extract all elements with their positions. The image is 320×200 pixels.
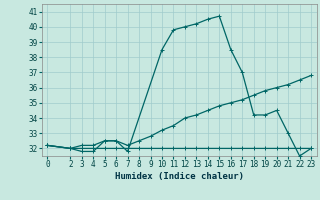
X-axis label: Humidex (Indice chaleur): Humidex (Indice chaleur) — [115, 172, 244, 181]
